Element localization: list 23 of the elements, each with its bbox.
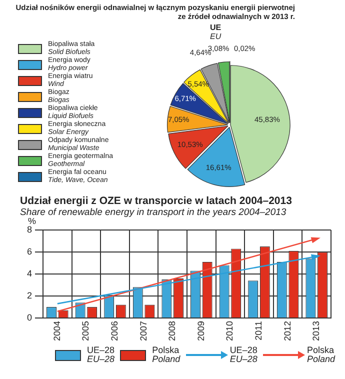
y-axis-title: % — [28, 216, 36, 226]
x-tick-label: 2006 — [109, 320, 120, 342]
x-tick-label: 2008 — [167, 320, 178, 342]
chart-subtitle: UE EU — [210, 23, 222, 41]
x-tick-label: 2012 — [282, 320, 292, 342]
legend-label: UE–28 EU–28 — [87, 345, 115, 364]
y-tick-label: 6 — [26, 246, 32, 256]
x-tick-label: 2009 — [196, 320, 206, 342]
legend-label: Polska Poland — [152, 345, 180, 364]
y-tick-label: 8 — [26, 224, 32, 234]
y-tick-label: 4 — [26, 268, 32, 278]
x-tick-label: 2010 — [224, 320, 235, 342]
x-tick-label: 2011 — [253, 320, 264, 340]
legend-label: Polska Poland — [306, 345, 335, 364]
chart-subtitle: Share of renewable energy in transport in the years 2004–2013 — [20, 207, 288, 218]
x-tick-label: 2005 — [80, 320, 91, 342]
x-tick-label: 2013 — [311, 320, 322, 342]
x-tick-label: 2007 — [138, 320, 148, 342]
legend-label: UE–28 EU–28 — [230, 345, 258, 364]
x-tick-label: 2004 — [52, 320, 62, 342]
y-tick-label: 2 — [26, 290, 32, 300]
chart-title: Udział energii z OZE w transporcie w latach 2004–2013 — [20, 195, 293, 207]
y-tick-label: 0 — [26, 312, 32, 322]
